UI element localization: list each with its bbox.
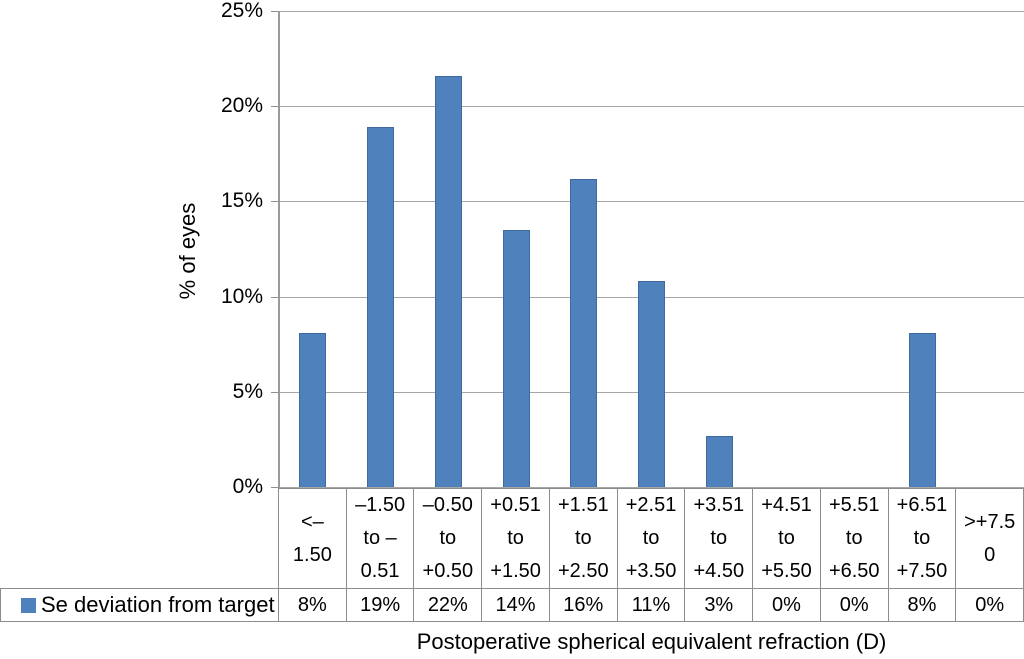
y-axis-tick-label: 10% [220,284,263,308]
y-axis-title: % of eyes [175,202,200,300]
y-axis-line [278,11,280,488]
gridline [279,106,1024,108]
y-axis-tick-label: 20% [220,94,263,118]
value-cell: 8% [279,589,347,621]
value-cell: 3% [685,589,754,621]
value-cell: 0% [821,589,889,621]
category-cell: <– 1.50 [279,489,347,588]
bar [705,435,733,487]
gridline [279,11,1024,12]
plot-area [271,11,1024,488]
axis-tick [271,106,279,108]
axis-tick [271,11,279,12]
category-cell: +0.51 to +1.50 [482,489,550,588]
axis-tick [271,296,279,298]
legend-color-swatch-icon [21,597,36,613]
gridline [279,487,1024,488]
value-cell: 8% [889,589,957,621]
legend-series-label: Se deviation from target [41,592,275,617]
bar [434,75,462,487]
category-cell: –1.50 to – 0.51 [347,489,415,588]
gridline [279,201,1024,203]
bar [502,230,530,487]
category-cell: +2.51 to +3.50 [618,489,686,588]
value-cell: 11% [618,589,686,621]
y-axis-tick-label: 0% [232,475,263,498]
value-cell: 22% [414,589,483,621]
y-axis-tick-label: 25% [220,0,263,22]
y-axis-tick-label: 15% [220,189,263,213]
category-cell: +3.51 to +4.50 [685,489,754,588]
legend-cell: Se deviation from target [1,589,279,621]
data-table-value-row: Se deviation from target 8% 19% 22% 14% 16% 1… [0,588,1024,622]
bar [367,127,395,487]
bar [638,281,665,487]
value-cell: 16% [550,589,618,621]
bar [570,178,598,487]
category-cell: +4.51 to +5.50 [753,489,821,588]
axis-tick [271,487,279,488]
category-cell: +6.51 to +7.50 [889,489,957,588]
category-cell: +1.51 to +2.50 [550,489,618,588]
x-axis-title: Postoperative spherical equivalent refra… [416,629,887,654]
value-cell: 19% [347,589,415,621]
value-cell: 0% [753,589,821,621]
value-cell: 0% [975,593,1005,616]
category-cell: –0.50 to +0.50 [414,489,483,588]
bar [908,332,936,487]
axis-tick [271,201,279,203]
axis-tick [271,391,279,393]
data-table-category-row: <– 1.50 –1.50 to – 0.51 –0.50 to +0.50 +0.5… [278,488,1024,588]
value-cell: 14% [482,589,550,621]
category-cell: >+7.5 0 [964,510,1016,566]
y-axis-tick-label: 5% [232,379,263,403]
bar [299,332,327,487]
category-cell: +5.51 to +6.50 [821,489,889,588]
